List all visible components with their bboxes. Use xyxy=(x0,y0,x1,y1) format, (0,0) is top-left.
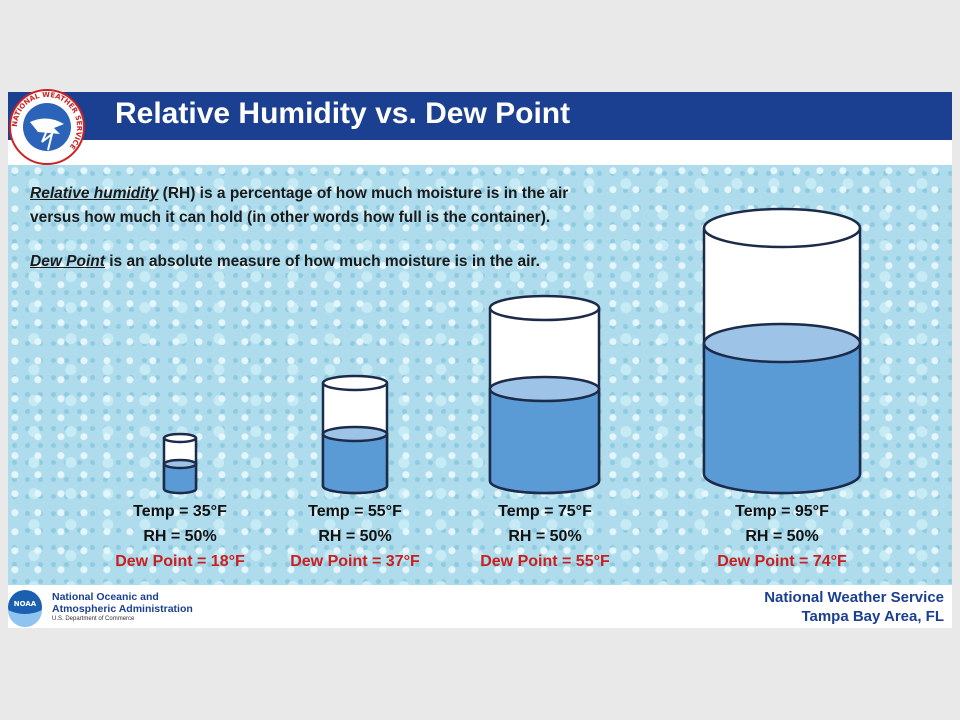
text: versus how much it can hold (in other wo… xyxy=(30,209,551,226)
rh-label: RH = 50% xyxy=(143,528,217,545)
glass-rim xyxy=(702,207,862,249)
water-body xyxy=(488,387,601,495)
text: (RH) is a percentage of how much moistur… xyxy=(162,185,569,202)
text: Atmospheric Administration xyxy=(52,603,193,615)
title: Relative Humidity vs. Dew Point xyxy=(115,97,571,130)
office: National Weather Service Tampa Bay Area, … xyxy=(764,588,944,626)
logo-text: NOAA xyxy=(14,600,37,608)
noaa-name: National Oceanic and Atmospheric Administ… xyxy=(52,591,193,615)
temp-label: Temp = 55°F xyxy=(308,503,402,520)
dew-point-label: Dew Point = 37°F xyxy=(290,553,420,570)
glass-rim xyxy=(321,374,389,392)
paragraph: Dew Point is an absolute measure of how … xyxy=(30,250,540,274)
nws-logo: NATIONAL WEATHER SERVICE xyxy=(9,89,85,165)
noaa-sub: U.S. Department of Commerce xyxy=(52,616,135,622)
temp-label: Temp = 95°F xyxy=(735,503,829,520)
glass-rim xyxy=(162,432,198,444)
water-surface xyxy=(488,375,601,403)
water-surface xyxy=(702,322,862,364)
text: National Weather Service xyxy=(764,589,944,606)
rh-label: RH = 50% xyxy=(508,528,582,545)
term: Relative humidity xyxy=(30,185,159,202)
text: is an absolute measure of how much moist… xyxy=(109,253,540,270)
rh-label: RH = 50% xyxy=(745,528,819,545)
logo-wave xyxy=(8,610,42,627)
temp-label: Temp = 35°F xyxy=(133,503,227,520)
water-body xyxy=(321,432,389,495)
dew-point-label: Dew Point = 18°F xyxy=(115,553,245,570)
rh-label: RH = 50% xyxy=(318,528,392,545)
dew-point-label: Dew Point = 74°F xyxy=(717,553,847,570)
glass-rim xyxy=(488,294,601,322)
noaa-logo: NOAA xyxy=(8,590,42,627)
term: Dew Point xyxy=(30,253,105,270)
logo-cloud xyxy=(30,118,64,134)
temp-label: Temp = 75°F xyxy=(498,503,592,520)
paragraph: Relative humidity (RH) is a percentage o… xyxy=(30,182,568,230)
water-surface xyxy=(321,425,389,443)
text: National Oceanic and xyxy=(52,591,159,603)
water-surface xyxy=(162,458,198,470)
text: Tampa Bay Area, FL xyxy=(801,608,944,625)
logo-bolt xyxy=(41,127,54,151)
water-body xyxy=(702,341,862,495)
dew-point-label: Dew Point = 55°F xyxy=(480,553,610,570)
header-bar xyxy=(8,92,952,140)
water-body xyxy=(162,462,198,495)
